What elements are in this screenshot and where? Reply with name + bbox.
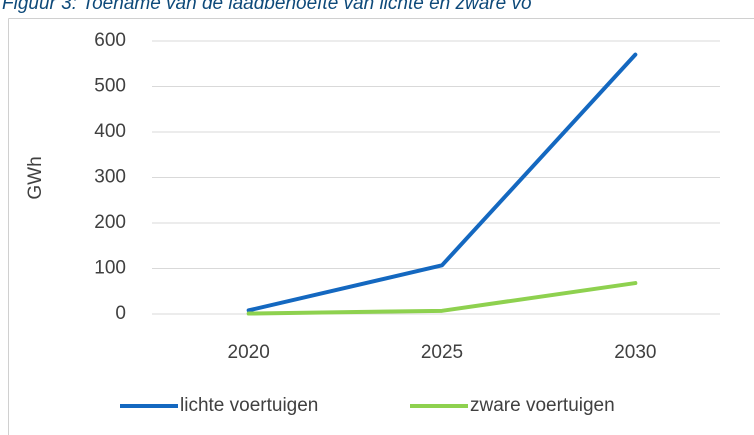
y-tick-label: 600 — [94, 30, 126, 51]
legend-label: lichte voertuigen — [180, 395, 318, 416]
data-line — [246, 52, 638, 313]
y-tick-label: 500 — [94, 76, 126, 97]
y-tick-label: 400 — [94, 121, 126, 142]
legend-label: zware voertuigen — [470, 395, 615, 416]
y-tick-label: 0 — [115, 303, 126, 324]
x-tick-label: 2025 — [421, 342, 463, 363]
y-tick-label: 200 — [94, 212, 126, 233]
chart-title: Figuur 3: Toename van de laadbehoefte va… — [2, 0, 532, 14]
x-tick-label: 2020 — [228, 342, 270, 363]
data-line — [246, 281, 638, 316]
y-tick-label: 300 — [94, 167, 126, 188]
y-tick-label: 100 — [94, 258, 126, 279]
y-axis-label: GWh — [25, 156, 46, 199]
x-tick-label: 2030 — [614, 342, 656, 363]
